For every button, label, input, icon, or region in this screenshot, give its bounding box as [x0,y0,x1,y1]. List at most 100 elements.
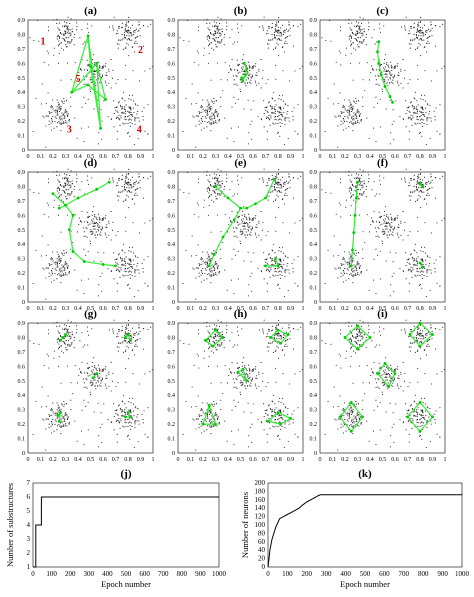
data-point [116,413,118,415]
data-point [279,274,281,276]
data-point [276,181,278,183]
data-point [283,333,285,335]
data-point [66,274,68,276]
data-point [405,29,407,31]
data-point [206,18,208,20]
data-point [417,64,419,66]
data-point [122,91,124,93]
data-point [271,112,273,114]
data-point [280,27,282,29]
data-point [424,116,426,118]
y-tick-label: 0.8 [18,184,26,190]
data-point [139,187,141,189]
data-point [421,30,423,32]
data-point [361,32,363,34]
data-point [384,211,386,213]
data-point [214,111,216,113]
data-point [291,262,293,264]
data-point [271,336,273,338]
data-point [393,66,395,68]
data-point [230,69,232,71]
data-point [144,222,146,224]
data-point [57,266,59,268]
data-point [121,22,123,24]
network-node [379,73,383,77]
data-point [280,184,282,186]
data-point [427,256,429,258]
data-point [76,178,78,180]
data-point [417,46,419,48]
data-point [425,30,427,32]
data-point [66,184,68,186]
data-point [124,331,126,333]
data-point [99,225,101,227]
data-point [116,268,118,270]
data-point [274,260,276,262]
data-point [101,370,103,372]
data-point [115,109,117,111]
x-tick-label: 0.6 [249,154,257,160]
data-point [280,261,282,263]
data-point [393,120,395,122]
data-point [410,270,412,272]
data-point [252,74,254,76]
data-point [90,91,92,93]
data-point [237,41,239,43]
data-point [130,125,132,127]
data-point [66,329,68,331]
data-point [338,267,340,269]
data-point [97,295,99,297]
data-point [355,38,357,40]
data-point [274,411,276,413]
data-point [421,258,423,260]
data-point [355,26,357,28]
data-point [123,259,125,261]
data-point [350,273,352,275]
data-point [269,256,271,258]
data-point [179,340,181,342]
data-point [107,419,109,421]
data-point [247,251,249,253]
data-point [60,335,62,337]
data-point [337,125,339,127]
data-point [379,224,381,226]
data-point [294,373,296,375]
data-point [268,266,270,268]
data-point [63,100,65,102]
data-point [363,40,365,42]
data-point [357,176,359,178]
data-point [239,240,241,242]
data-point [118,330,120,332]
data-point [384,66,386,68]
data-point [242,211,244,213]
x-tick-label: 0 [27,306,30,312]
data-point [61,185,63,187]
data-point [63,249,65,251]
data-point [210,433,212,435]
data-point [211,264,213,266]
data-point [379,222,381,224]
data-point [374,195,376,197]
data-point [241,81,243,83]
data-point [128,263,130,265]
data-point [278,319,280,321]
data-point [359,192,361,194]
y-tick-label: 0.3 [168,257,176,263]
data-point [410,27,412,29]
data-point [86,372,88,374]
data-point [275,407,277,409]
data-point [375,141,377,143]
data-point [216,178,218,180]
data-point [421,260,423,262]
data-point [59,325,61,327]
x-tick-label: 0.1 [329,154,337,160]
data-point [362,41,364,43]
data-point [93,260,95,262]
data-point [137,413,139,415]
data-point [60,42,62,44]
data-point [52,251,54,253]
data-point [83,96,85,98]
data-point [103,100,105,102]
data-point [238,215,240,217]
data-point [113,319,115,321]
